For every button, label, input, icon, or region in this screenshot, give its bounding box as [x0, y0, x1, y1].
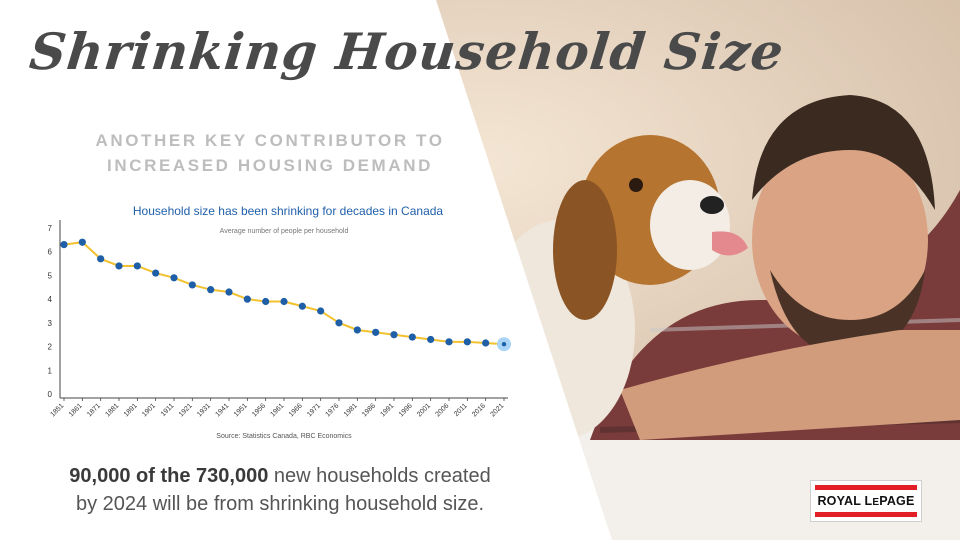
x-tick-label: 2011	[453, 402, 469, 418]
data-point	[207, 286, 215, 294]
man-face	[752, 132, 928, 348]
footnote-line-2: by 2024 will be from shrinking household…	[76, 493, 484, 515]
footnote-highlight: 90,000 of the 730,000	[69, 465, 269, 487]
x-tick-label: 1986	[361, 402, 377, 418]
data-point	[225, 288, 233, 296]
chart-title: Household size has been shrinking for de…	[133, 204, 444, 218]
logo-red-bar-bottom	[815, 512, 917, 517]
data-point	[78, 238, 86, 246]
data-point	[501, 342, 507, 347]
dog-nose	[700, 196, 724, 214]
data-point	[170, 274, 178, 282]
man-hair	[752, 95, 935, 210]
y-tick-label: 6	[48, 248, 53, 257]
x-tick-label: 1891	[123, 402, 139, 418]
data-point	[280, 297, 288, 306]
x-tick-label: 2001	[416, 402, 432, 418]
x-tick-label: 1991	[379, 402, 395, 418]
chart-axes: 0 1 2 3 4 5 6 7 1851 1861 1871 1881 1891 1901 1911 1921…	[48, 220, 508, 418]
data-point	[133, 262, 141, 270]
data-point	[372, 328, 380, 336]
y-tick-label: 1	[48, 366, 53, 375]
data-point	[298, 302, 306, 310]
x-tick-label: 1941	[214, 402, 230, 418]
x-tick-label: 1966	[288, 402, 304, 418]
data-point	[317, 307, 325, 315]
logo-red-bar-top	[815, 485, 917, 490]
x-tick-label: 1881	[104, 402, 120, 418]
chart-plot-area	[60, 238, 511, 352]
royal-lepage-logo: ROYAL LEPAGE	[810, 480, 922, 522]
data-point	[445, 338, 453, 346]
data-point	[60, 241, 68, 249]
data-point	[408, 333, 416, 341]
y-tick-label: 4	[48, 295, 53, 304]
footnote: 90,000 of the 730,000 new households cre…	[40, 462, 520, 518]
x-tick-label: 1851	[49, 402, 65, 418]
dog-tongue	[712, 231, 748, 256]
data-point	[463, 338, 471, 346]
slide-subtitle: ANOTHER KEY CONTRIBUTOR TO INCREASED HOU…	[80, 128, 460, 178]
data-point	[390, 331, 398, 339]
footnote-line-1-text: new households created	[268, 465, 491, 487]
x-tick-label: 1921	[178, 402, 194, 418]
household-size-chart: Household size has been shrinking for de…	[48, 204, 511, 440]
data-point	[97, 255, 105, 263]
data-point	[353, 326, 361, 334]
y-tick-label: 5	[48, 271, 53, 280]
subtitle-line-2: INCREASED HOUSING DEMAND	[107, 156, 433, 175]
x-tick-label: 1961	[269, 402, 285, 418]
series-line	[63, 241, 505, 346]
data-point	[243, 295, 251, 303]
x-tick-label: 1911	[160, 402, 176, 418]
x-tick-label: 1861	[68, 402, 84, 418]
data-point	[262, 297, 270, 306]
y-tick-label: 2	[48, 343, 53, 352]
x-tick-label: 2006	[434, 402, 450, 418]
data-point	[115, 262, 123, 270]
x-tick-label: 1976	[324, 402, 340, 418]
man-arm	[620, 330, 960, 440]
y-tick-label: 7	[48, 224, 53, 233]
data-point	[482, 339, 490, 347]
dog-eye	[629, 178, 643, 192]
x-tick-label: 1996	[398, 402, 414, 418]
dog-ear	[553, 180, 617, 320]
subtitle-line-1: ANOTHER KEY CONTRIBUTOR TO	[95, 131, 445, 150]
y-tick-label: 3	[48, 319, 53, 328]
footnote-line-1: 90,000 of the 730,000 new households cre…	[40, 462, 520, 490]
x-tick-label: 1971	[306, 402, 322, 418]
x-tick-label: 1931	[196, 402, 212, 418]
x-tick-label: 1981	[343, 402, 359, 418]
x-tick-label: 2021	[489, 402, 505, 418]
data-point	[427, 335, 435, 344]
data-point	[188, 281, 196, 289]
x-tick-label: 2016	[471, 402, 487, 418]
x-tick-label: 1901	[141, 402, 157, 418]
x-tick-label: 1951	[233, 402, 249, 418]
data-point	[335, 319, 343, 327]
y-tick-label: 0	[48, 390, 53, 399]
chart-subtitle: Average number of people per household	[220, 228, 349, 235]
data-point	[152, 269, 160, 277]
logo-text: ROYAL LEPAGE	[817, 494, 915, 508]
x-tick-label: 1956	[251, 402, 267, 418]
x-tick-label: 1871	[86, 402, 102, 418]
chart-source: Source: Statistics Canada, RBC Economics	[216, 433, 352, 440]
slide-title: Shrinking Household Size	[26, 22, 787, 81]
